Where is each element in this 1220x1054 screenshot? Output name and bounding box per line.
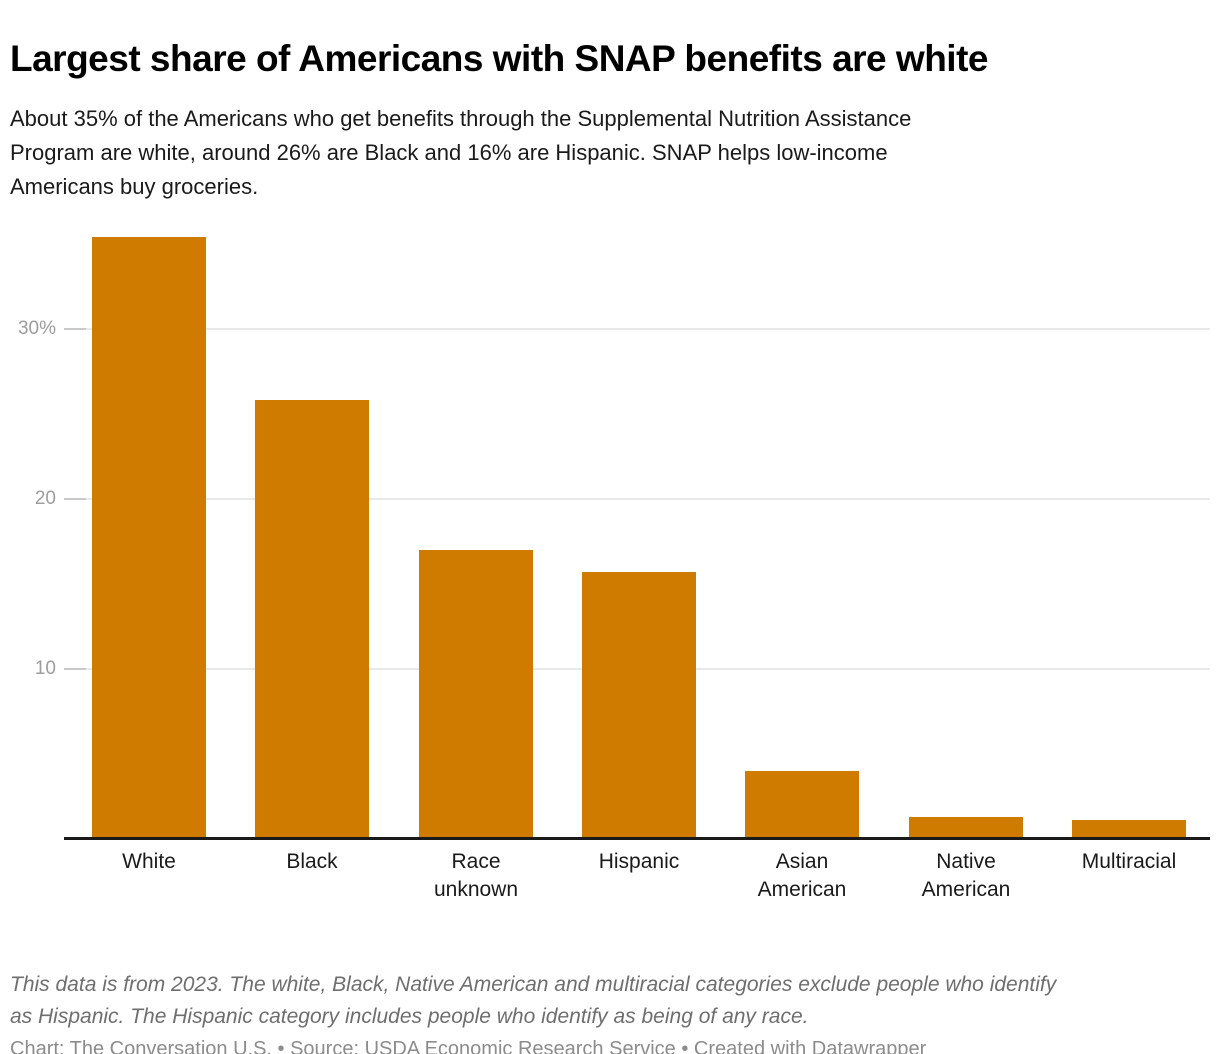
gridline-30 [64, 327, 1210, 330]
chart-subtitle: About 35% of the Americans who get benef… [10, 106, 912, 199]
y-axis-label-20: 20 [34, 487, 56, 509]
x-axis-label-black: Black [286, 850, 338, 873]
y-axis-label-10: 10 [34, 657, 56, 679]
y-axis-tick-30 [64, 327, 86, 330]
bar-white [92, 237, 206, 837]
bar-native-american [909, 817, 1023, 837]
y-axis-tick-20 [64, 497, 86, 500]
x-axis-baseline [64, 837, 1210, 840]
x-axis-label-asian-american: Asian American [757, 850, 847, 901]
x-axis-label-native-american: Native American [921, 850, 1011, 901]
x-axis-label-hispanic: Hispanic [598, 850, 680, 873]
chart-title: Largest share of Americans with SNAP ben… [10, 37, 988, 79]
bar-black [255, 400, 369, 837]
bar-hispanic [582, 572, 696, 837]
credits-line: Chart: The Conversation U.S. • Source: U… [10, 1038, 927, 1054]
y-axis-label-30: 30% [17, 317, 56, 339]
x-axis-label-white: White [122, 850, 176, 873]
gridline-20 [64, 497, 1210, 500]
y-axis-tick-10 [64, 667, 86, 670]
x-axis-label-multiracial: Multiracial [1081, 850, 1177, 873]
x-axis-label-race-unknown: Race unknown [433, 850, 519, 901]
bar-multiracial [1072, 820, 1186, 837]
bar-asian-american [745, 771, 859, 837]
footnote: This data is from 2023. The white, Black… [10, 973, 1057, 1028]
bar-race-unknown [419, 550, 533, 837]
